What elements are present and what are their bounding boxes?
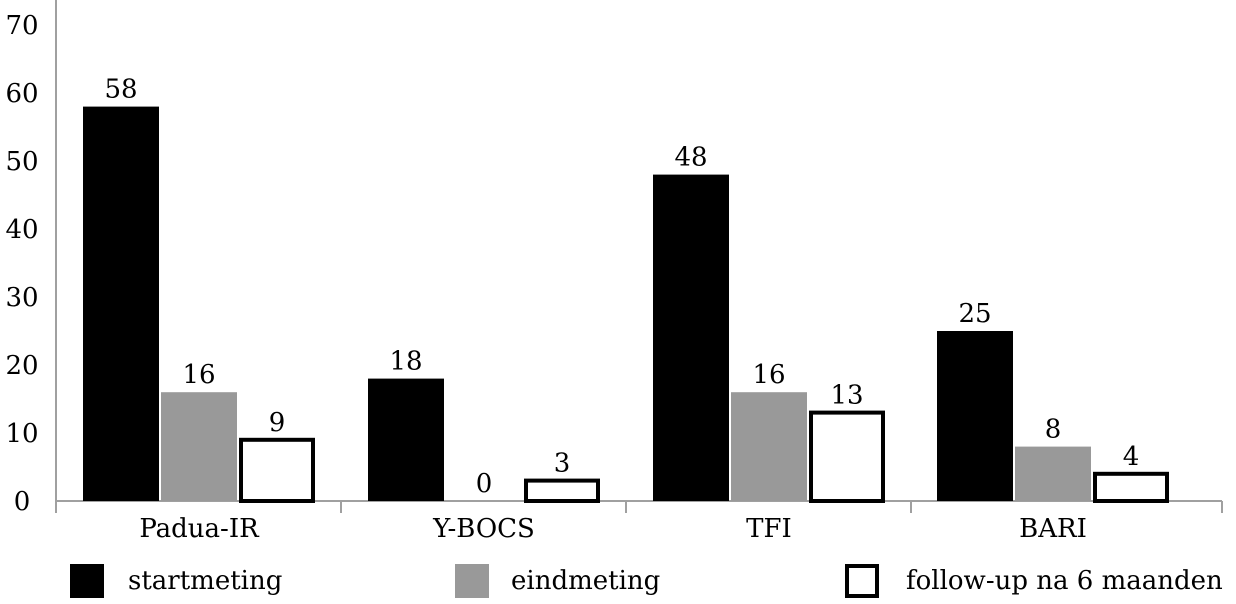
data-label: 48 <box>674 143 707 173</box>
x-category-label: TFI <box>746 514 792 544</box>
bar-startmeting <box>653 174 729 501</box>
legend-label: startmeting <box>128 566 282 596</box>
legend: startmeting eindmeting follow-up na 6 maan… <box>70 564 1223 598</box>
y-tick-label: 20 <box>5 351 38 381</box>
bar-follow-up-na-6-maanden <box>524 478 600 504</box>
bar-eindmeting <box>1015 446 1091 501</box>
legend-label: follow-up na 6 maanden <box>906 566 1223 596</box>
bar-startmeting <box>368 378 444 501</box>
y-tick-label: 50 <box>5 147 38 177</box>
x-category-label: Padua-IR <box>139 514 260 544</box>
data-label: 4 <box>1123 442 1140 472</box>
x-axis: Padua-IR Y-BOCS TFI BARI <box>55 500 1223 544</box>
x-category-label: BARI <box>1019 514 1087 544</box>
y-tick-label: 60 <box>5 79 38 109</box>
y-axis: 0 10 20 30 40 50 60 70 <box>5 0 57 517</box>
y-tick-label: 70 <box>5 11 38 41</box>
bar-eindmeting <box>161 392 237 501</box>
y-tick-label: 0 <box>14 487 31 517</box>
legend-swatch <box>845 564 879 598</box>
data-label: 25 <box>958 299 991 329</box>
bar-follow-up-na-6-maanden <box>1093 471 1169 503</box>
bar-eindmeting <box>731 392 807 501</box>
data-label: 18 <box>389 347 422 377</box>
data-label: 16 <box>182 360 215 390</box>
data-label: 8 <box>1045 415 1062 445</box>
bar-follow-up-na-6-maanden <box>239 437 315 503</box>
data-label: 0 <box>476 469 493 499</box>
data-labels: 58 18 48 25 16 0 16 8 9 3 13 4 <box>104 75 1139 499</box>
y-tick-label: 30 <box>5 283 38 313</box>
data-label: 16 <box>752 360 785 390</box>
legend-label: eindmeting <box>511 566 660 596</box>
bar-startmeting <box>937 331 1013 501</box>
data-label: 9 <box>269 408 286 438</box>
data-label: 13 <box>830 381 863 411</box>
y-tick-label: 40 <box>5 215 38 245</box>
legend-swatch <box>455 564 489 598</box>
bars <box>83 106 1169 504</box>
y-tick-label: 10 <box>5 419 38 449</box>
bar-startmeting <box>83 106 159 501</box>
data-label: 58 <box>104 75 137 105</box>
legend-swatch <box>70 564 104 598</box>
x-category-label: Y-BOCS <box>432 514 535 544</box>
data-label: 3 <box>554 449 571 479</box>
bar-follow-up-na-6-maanden <box>809 410 885 504</box>
